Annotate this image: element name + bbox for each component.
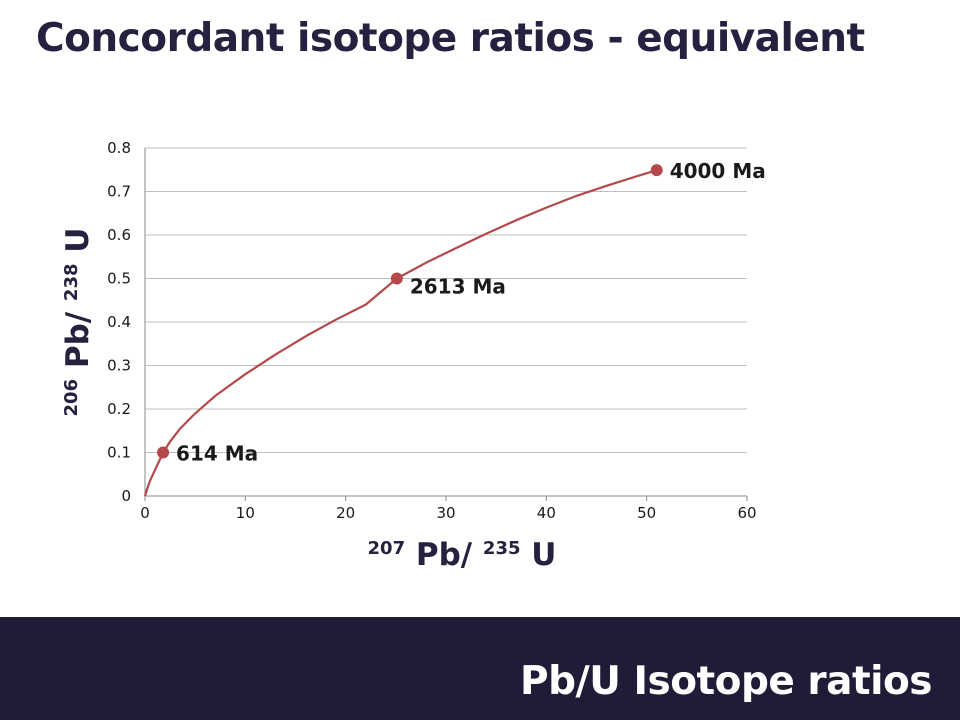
y-tick-label: 0.7 (107, 183, 131, 201)
y-tick-label: 0.4 (107, 313, 131, 331)
y-axis-label: 206 Pb/ 238 U (49, 228, 96, 417)
y-tick-label: 0.6 (107, 226, 131, 244)
slide-title: Concordant isotope ratios - equivalent (36, 16, 865, 61)
concordia-chart: 00.10.20.30.40.50.60.70.8 0 10 20 30 40 50 60 … (49, 139, 766, 573)
series-line-0 (143, 169, 658, 497)
y-tick-label: 0.5 (107, 270, 131, 288)
y-label-base1: Pb/ (60, 311, 96, 368)
concordia-curve (143, 169, 658, 497)
axes (144, 148, 748, 501)
x-tick-label: 0 (140, 504, 150, 522)
age-points (157, 164, 663, 459)
y-tick-label: 0 (121, 487, 131, 505)
x-tick-label: 20 (336, 504, 355, 522)
x-label-sup1: 207 (368, 538, 406, 559)
y-label-sup1: 206 (61, 379, 82, 417)
grid-lines (145, 147, 747, 453)
data-point-2 (650, 164, 663, 177)
data-point-0 (157, 446, 170, 459)
footer-bar: Pb/U Isotope ratios (0, 617, 960, 720)
y-tick-labels: 0 0.1 0.2 0.3 0.4 0.5 0.6 0.7 0.8 (107, 139, 131, 505)
x-label-base1: Pb/ (416, 537, 473, 573)
data-label: 2613 Ma (410, 275, 506, 299)
x-tick-label: 40 (537, 504, 556, 522)
y-tick-label: 0.3 (107, 357, 131, 375)
x-tick-label: 50 (637, 504, 656, 522)
footer-title: Pb/U Isotope ratios (520, 659, 932, 704)
x-label-base2: U (531, 537, 556, 573)
y-tick-label: 0.1 (107, 444, 131, 462)
x-tick-labels: 0 10 20 30 40 50 60 (140, 504, 756, 522)
age-labels: 614 Ma 2613 Ma 4000 Ma (176, 159, 766, 465)
x-tick-label: 60 (737, 504, 756, 522)
data-point-1 (390, 272, 403, 285)
y-tick-label: 0.2 (107, 400, 131, 418)
y-label-base2: U (60, 228, 96, 253)
x-label-sup2: 235 (483, 538, 521, 559)
y-tick-label: 0.8 (107, 139, 131, 157)
data-label: 4000 Ma (670, 159, 766, 183)
y-label-sup2: 238 (61, 264, 82, 302)
x-tick-label: 30 (436, 504, 455, 522)
x-tick-label: 10 (236, 504, 255, 522)
data-label: 614 Ma (176, 442, 258, 466)
x-axis-label: 207 Pb/ 235 U (368, 526, 557, 573)
